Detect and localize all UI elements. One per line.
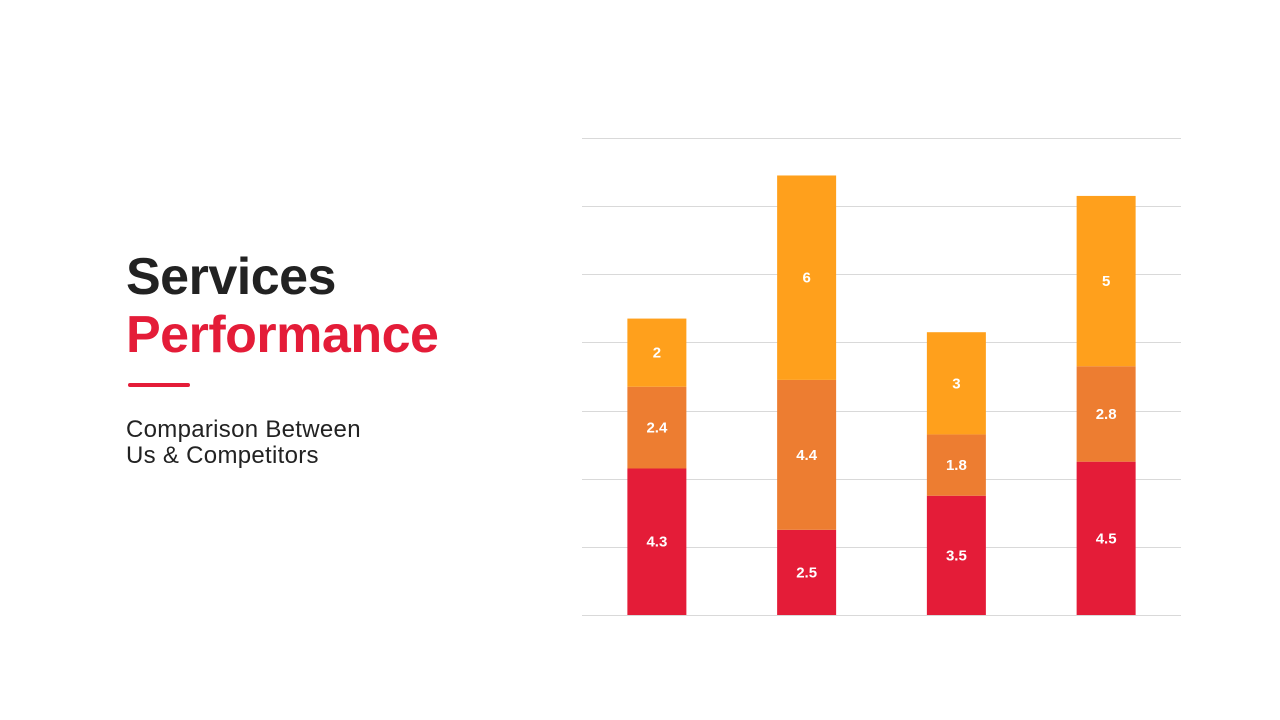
data-label: 4.4 xyxy=(796,447,818,464)
data-label: 2.5 xyxy=(796,564,817,581)
bar-segment xyxy=(926,434,986,496)
data-label: 2.8 xyxy=(1096,406,1117,423)
bar-segment xyxy=(777,529,837,615)
data-label: 2 xyxy=(653,345,661,362)
bar-segment xyxy=(1076,366,1136,462)
bar-segment xyxy=(777,175,837,380)
label-layer: 4.3 2.4 2 2.5 4.4 6 3.5 1.8 3 4.5 2.8 5 xyxy=(646,270,1116,582)
bar-segment xyxy=(1076,195,1136,367)
bar-segment xyxy=(1076,461,1136,615)
bar-segment xyxy=(627,468,687,615)
data-label: 6 xyxy=(802,270,810,287)
subtitle: Comparison Between Us & Competitors xyxy=(126,417,446,469)
page-title-line2: Performance xyxy=(126,306,439,364)
bar-segment xyxy=(627,318,687,387)
bar-segment xyxy=(777,379,837,530)
page-title-line1: Services xyxy=(126,248,336,306)
data-label: 1.8 xyxy=(946,457,967,474)
data-label: 2.4 xyxy=(646,420,668,437)
title-block: Services Performance xyxy=(126,248,439,364)
bar-segment xyxy=(926,495,986,615)
bar-segment xyxy=(926,332,986,435)
accent-divider xyxy=(128,383,190,387)
data-label: 3.5 xyxy=(946,547,967,564)
data-label: 3 xyxy=(952,375,960,392)
subtitle-line1: Comparison Between xyxy=(126,416,361,443)
data-label: 4.3 xyxy=(646,534,667,551)
data-label: 4.5 xyxy=(1096,530,1117,547)
data-label: 5 xyxy=(1102,273,1110,290)
bar-segment xyxy=(627,386,687,469)
subtitle-line2: Us & Competitors xyxy=(126,442,319,469)
bar-layer xyxy=(627,175,1136,615)
